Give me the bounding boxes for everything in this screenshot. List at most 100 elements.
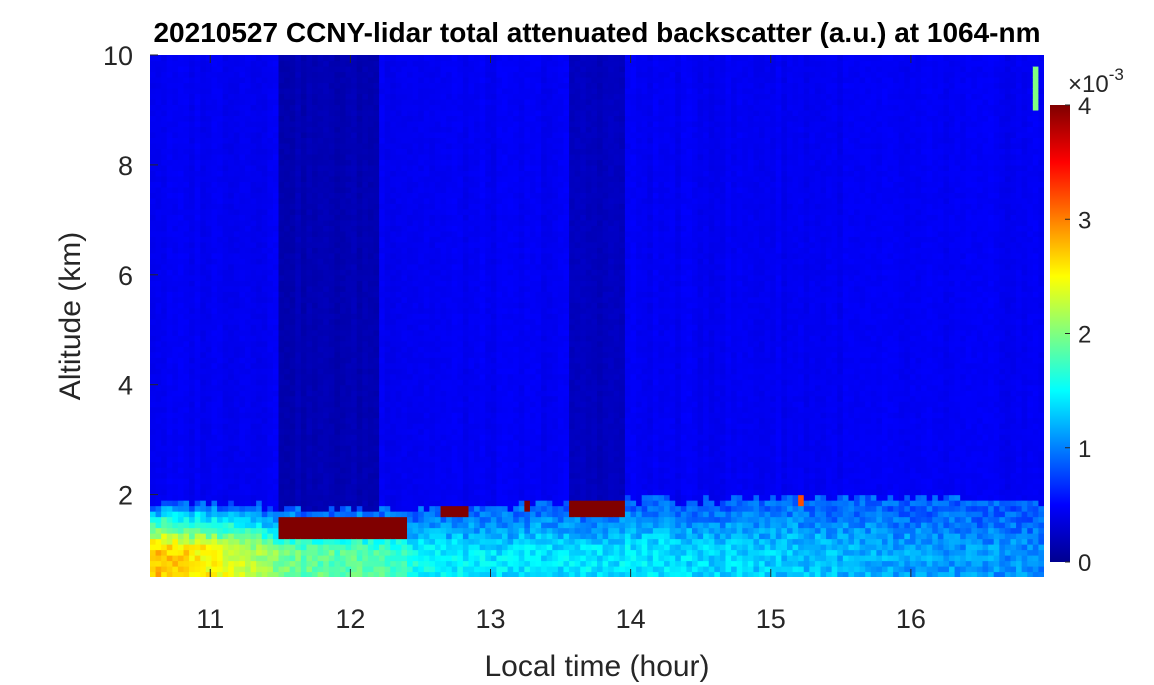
heatmap-cell: [267, 527, 274, 534]
heatmap-cell: [423, 412, 430, 419]
heatmap-cell: [379, 423, 386, 430]
heatmap-cell: [384, 379, 391, 386]
heatmap-cell: [434, 126, 442, 133]
heatmap-cell: [166, 175, 173, 182]
heatmap-cell: [217, 384, 224, 391]
heatmap-cell: [284, 566, 291, 573]
heatmap-cell: [200, 120, 207, 128]
heatmap-cell: [228, 109, 235, 117]
heatmap-cell: [166, 456, 173, 463]
heatmap-cell: [211, 148, 218, 155]
heatmap-cell: [233, 511, 240, 518]
heatmap-cell: [407, 417, 414, 424]
heatmap-cell: [233, 346, 240, 353]
heatmap-cell: [177, 489, 185, 496]
heatmap-cell: [440, 527, 447, 534]
heatmap-cell: [284, 450, 291, 457]
heatmap-cell: [278, 324, 285, 331]
heatmap-cell: [155, 423, 162, 430]
heatmap-cell: [412, 93, 419, 100]
heatmap-cell: [189, 285, 196, 292]
heatmap-cell: [189, 93, 196, 100]
heatmap-cell: [172, 115, 179, 122]
heatmap-cell: [312, 291, 319, 298]
heatmap-cell: [295, 148, 302, 155]
heatmap-cell: [244, 109, 252, 117]
heatmap-cell: [205, 87, 213, 95]
heatmap-cell: [267, 307, 274, 314]
heatmap-cell: [194, 153, 201, 160]
heatmap-cell: [150, 516, 157, 523]
heatmap-cell: [222, 120, 229, 128]
heatmap-cell: [256, 203, 263, 210]
heatmap-cell: [233, 192, 240, 199]
heatmap-cell: [306, 164, 313, 171]
heatmap-cell: [390, 538, 397, 545]
heatmap-cell: [222, 197, 229, 204]
heatmap-cell: [183, 313, 190, 320]
heatmap-cell: [284, 291, 291, 298]
heatmap-cell: [295, 93, 302, 100]
heatmap-cell: [284, 192, 291, 199]
heatmap-cell: [395, 571, 403, 577]
heatmap-cell: [172, 142, 179, 150]
heatmap-cell: [306, 313, 313, 320]
heatmap-cell: [440, 511, 447, 518]
heatmap-cell: [334, 478, 341, 485]
heatmap-cell: [239, 109, 246, 117]
heatmap-cell: [256, 65, 263, 73]
heatmap-cell: [289, 560, 296, 567]
heatmap-cell: [284, 357, 291, 364]
heatmap-cell: [407, 318, 414, 325]
heatmap-cell: [423, 302, 430, 309]
heatmap-cell: [278, 571, 285, 577]
heatmap-cell: [434, 494, 442, 501]
heatmap-cell: [440, 357, 447, 364]
heatmap-cell: [395, 291, 403, 298]
heatmap-cell: [295, 258, 302, 265]
heatmap-cell: [367, 241, 375, 248]
heatmap-cell: [434, 329, 442, 336]
heatmap-cell: [222, 153, 229, 160]
heatmap-cell: [339, 247, 347, 254]
heatmap-cell: [356, 522, 363, 529]
heatmap-cell: [194, 175, 201, 182]
heatmap-cell: [228, 175, 235, 182]
heatmap-cell: [267, 395, 274, 402]
heatmap-cell: [233, 555, 240, 562]
heatmap-cell: [155, 120, 162, 128]
heatmap-cell: [300, 55, 308, 62]
heatmap-cell: [177, 544, 185, 551]
heatmap-cell: [339, 192, 347, 199]
heatmap-cell: [228, 516, 235, 523]
heatmap-cell: [222, 82, 229, 89]
heatmap-cell: [228, 439, 235, 446]
heatmap-cell: [429, 126, 436, 133]
heatmap-cell: [155, 164, 162, 171]
heatmap-cell: [244, 313, 252, 320]
heatmap-cell: [356, 269, 363, 276]
heatmap-cell: [183, 307, 190, 314]
heatmap-cell: [228, 87, 235, 95]
heatmap-cell: [412, 170, 419, 177]
heatmap-cell: [233, 362, 240, 369]
heatmap-cell: [155, 357, 162, 364]
heatmap-cell: [334, 544, 341, 551]
heatmap-cell: [379, 98, 386, 106]
heatmap-cell: [351, 247, 358, 254]
heatmap-cell: [379, 214, 386, 221]
heatmap-cell: [289, 186, 296, 193]
heatmap-cell: [334, 560, 341, 567]
heatmap-cell: [183, 412, 190, 419]
heatmap-cell: [367, 395, 375, 402]
heatmap-cell: [172, 285, 179, 292]
heatmap-cell: [272, 236, 280, 243]
heatmap-cell: [261, 104, 268, 111]
heatmap-cell: [267, 55, 274, 62]
heatmap-cell: [183, 131, 190, 139]
heatmap-cell: [222, 450, 229, 457]
heatmap-cell: [278, 450, 285, 457]
heatmap-cell: [429, 566, 436, 573]
heatmap-cell: [239, 225, 246, 232]
heatmap-cell: [222, 500, 229, 507]
